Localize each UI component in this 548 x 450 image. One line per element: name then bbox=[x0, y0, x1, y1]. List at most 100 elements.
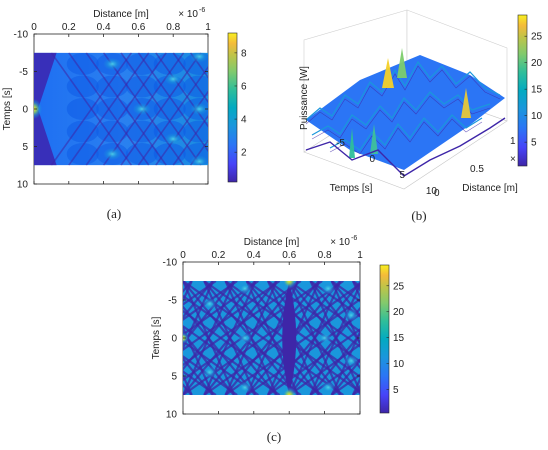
x-tick-label: 0.6 bbox=[282, 250, 296, 261]
heatmap-ridge bbox=[119, 281, 170, 395]
heatmap-ridge bbox=[183, 357, 214, 395]
heatmap-peak bbox=[34, 99, 42, 119]
colorbar-tick-label: 2 bbox=[241, 148, 247, 159]
heatmap-ridge bbox=[183, 281, 193, 293]
heatmap-spot bbox=[164, 133, 183, 145]
y-tick-label: 10 bbox=[166, 410, 178, 421]
heatmap-cell bbox=[153, 98, 186, 120]
surface-front-edge bbox=[305, 117, 506, 177]
x-tick-label: 1 bbox=[510, 136, 516, 147]
heatmap-ridge bbox=[77, 281, 128, 395]
chart-a: 0 0.2 0.4 0.6 0.8 1 -10 -5 0 5 10 Distance [m] Temps… bbox=[2, 7, 247, 191]
x-tick-label: 0 bbox=[31, 22, 37, 33]
colorbar-a bbox=[227, 32, 238, 183]
y-tick-label: 0 bbox=[22, 105, 28, 116]
colorbar-tick-label: 25 bbox=[531, 32, 543, 43]
colorbar-tick-label: 10 bbox=[531, 111, 543, 122]
surface-spike bbox=[349, 128, 355, 158]
x-axis-label: Distance [m] bbox=[93, 9, 149, 20]
heatmap-ridge bbox=[77, 281, 128, 395]
x-tick-label: 0.8 bbox=[318, 250, 332, 261]
y-tick-label: -5 bbox=[168, 296, 177, 307]
y-axis-label: Temps [s] bbox=[151, 316, 162, 359]
heatmap-spot bbox=[237, 332, 252, 344]
y-tick-label: 5 bbox=[171, 372, 177, 383]
colorbar-tick-label: 25 bbox=[393, 281, 405, 292]
y-axis-label: Temps [s] bbox=[330, 183, 373, 194]
x-tick-label: 0.2 bbox=[211, 250, 225, 261]
heatmap-ridge bbox=[288, 343, 360, 395]
heatmap-spot bbox=[190, 52, 208, 63]
colorbar-tick-label: 20 bbox=[531, 58, 543, 69]
heatmap-spot bbox=[317, 332, 332, 344]
chart-b-caption: (b) bbox=[411, 208, 426, 223]
heatmap-peak bbox=[281, 281, 298, 289]
colorbar-tick-label: 4 bbox=[241, 115, 247, 126]
heatmap-cell bbox=[96, 98, 129, 120]
heatmap-ridge bbox=[56, 281, 107, 395]
y-tick-label: 0 bbox=[369, 154, 375, 165]
colorbar-tick-label: 15 bbox=[393, 333, 405, 344]
heatmap-ridge bbox=[267, 328, 360, 395]
heatmap-lens bbox=[282, 281, 297, 395]
surface-spike bbox=[397, 48, 407, 78]
x-tick-label: 0 bbox=[434, 188, 440, 199]
y-tick-label: 5 bbox=[22, 142, 28, 153]
chart-c-caption: (c) bbox=[267, 429, 281, 444]
heatmap-ridge bbox=[85, 52, 167, 166]
heatmap-spot bbox=[202, 297, 217, 310]
heatmap-ridge bbox=[98, 281, 149, 395]
chart-c-heatmap bbox=[56, 281, 360, 395]
surface-spike bbox=[382, 58, 394, 88]
heatmap-ridge bbox=[56, 281, 149, 395]
colorbar-tick-label: 5 bbox=[393, 385, 399, 396]
heatmap-cell bbox=[66, 98, 99, 120]
heatmap-spot bbox=[103, 58, 122, 70]
heatmap-ridge bbox=[330, 358, 360, 395]
heatmap-ridge bbox=[309, 281, 360, 318]
colorbar-tick-label: 8 bbox=[241, 48, 247, 59]
surface-ridge bbox=[329, 114, 483, 151]
heatmap-ridge bbox=[288, 281, 342, 395]
y-tick-label: -10 bbox=[163, 258, 178, 269]
heatmap-ridge bbox=[183, 281, 236, 395]
x-tick-label: 0.4 bbox=[97, 22, 111, 33]
heatmap-spot bbox=[202, 366, 217, 379]
x-tick-label: 0.2 bbox=[62, 22, 76, 33]
surface-mesh bbox=[305, 48, 506, 177]
heatmap-ridge bbox=[330, 281, 360, 318]
chart-a-caption: (a) bbox=[107, 206, 121, 221]
heatmap-spot bbox=[321, 282, 336, 295]
heatmap-ridge bbox=[288, 281, 360, 333]
x-tick-label: 1 bbox=[205, 22, 211, 33]
heatmap-ridge bbox=[172, 114, 208, 166]
x-tick-label: 0.6 bbox=[131, 22, 145, 33]
heatmap-ridge bbox=[50, 52, 133, 166]
heatmap-ridge bbox=[352, 281, 360, 288]
x-axis-label: Distance [m] bbox=[244, 237, 300, 248]
heatmap-spot bbox=[190, 155, 208, 166]
heatmap-ridge bbox=[309, 282, 360, 395]
heatmap-peak bbox=[281, 387, 298, 395]
heatmap-spot bbox=[132, 103, 151, 115]
colorbar-tick-label: 15 bbox=[531, 85, 543, 96]
colorbar-tick-label: 20 bbox=[393, 307, 405, 318]
heatmap-ridge bbox=[352, 388, 360, 395]
heatmap-dark-region bbox=[34, 52, 57, 166]
y-tick-label: 10 bbox=[17, 180, 29, 191]
heatmap-ridge bbox=[183, 281, 214, 319]
chart-b: 0 0.5 1 -5 0 5 10 × 1 Puissance [W] Distance [m] T… bbox=[299, 9, 543, 199]
surface-ridge bbox=[311, 91, 491, 136]
y-tick-label: -5 bbox=[336, 138, 345, 149]
heatmap-spot bbox=[164, 73, 183, 85]
colorbar-c bbox=[379, 264, 390, 414]
x-exponent-power: -6 bbox=[199, 7, 205, 14]
surface-spike bbox=[370, 124, 378, 154]
y-tick-label: -10 bbox=[14, 30, 29, 41]
y-tick-label: 10 bbox=[426, 186, 438, 197]
heatmap-ridge bbox=[189, 52, 208, 79]
x-exponent-base: × 10 bbox=[330, 237, 350, 248]
heatmap-ridge bbox=[68, 52, 150, 166]
heatmap-spot bbox=[344, 354, 359, 367]
